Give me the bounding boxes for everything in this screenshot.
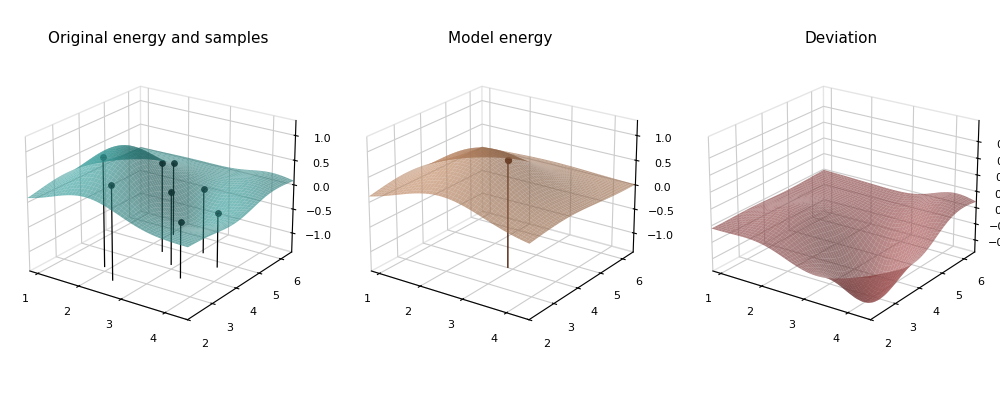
Title: Original energy and samples: Original energy and samples — [48, 31, 269, 46]
Title: Deviation: Deviation — [805, 31, 878, 46]
Title: Model energy: Model energy — [448, 31, 552, 46]
